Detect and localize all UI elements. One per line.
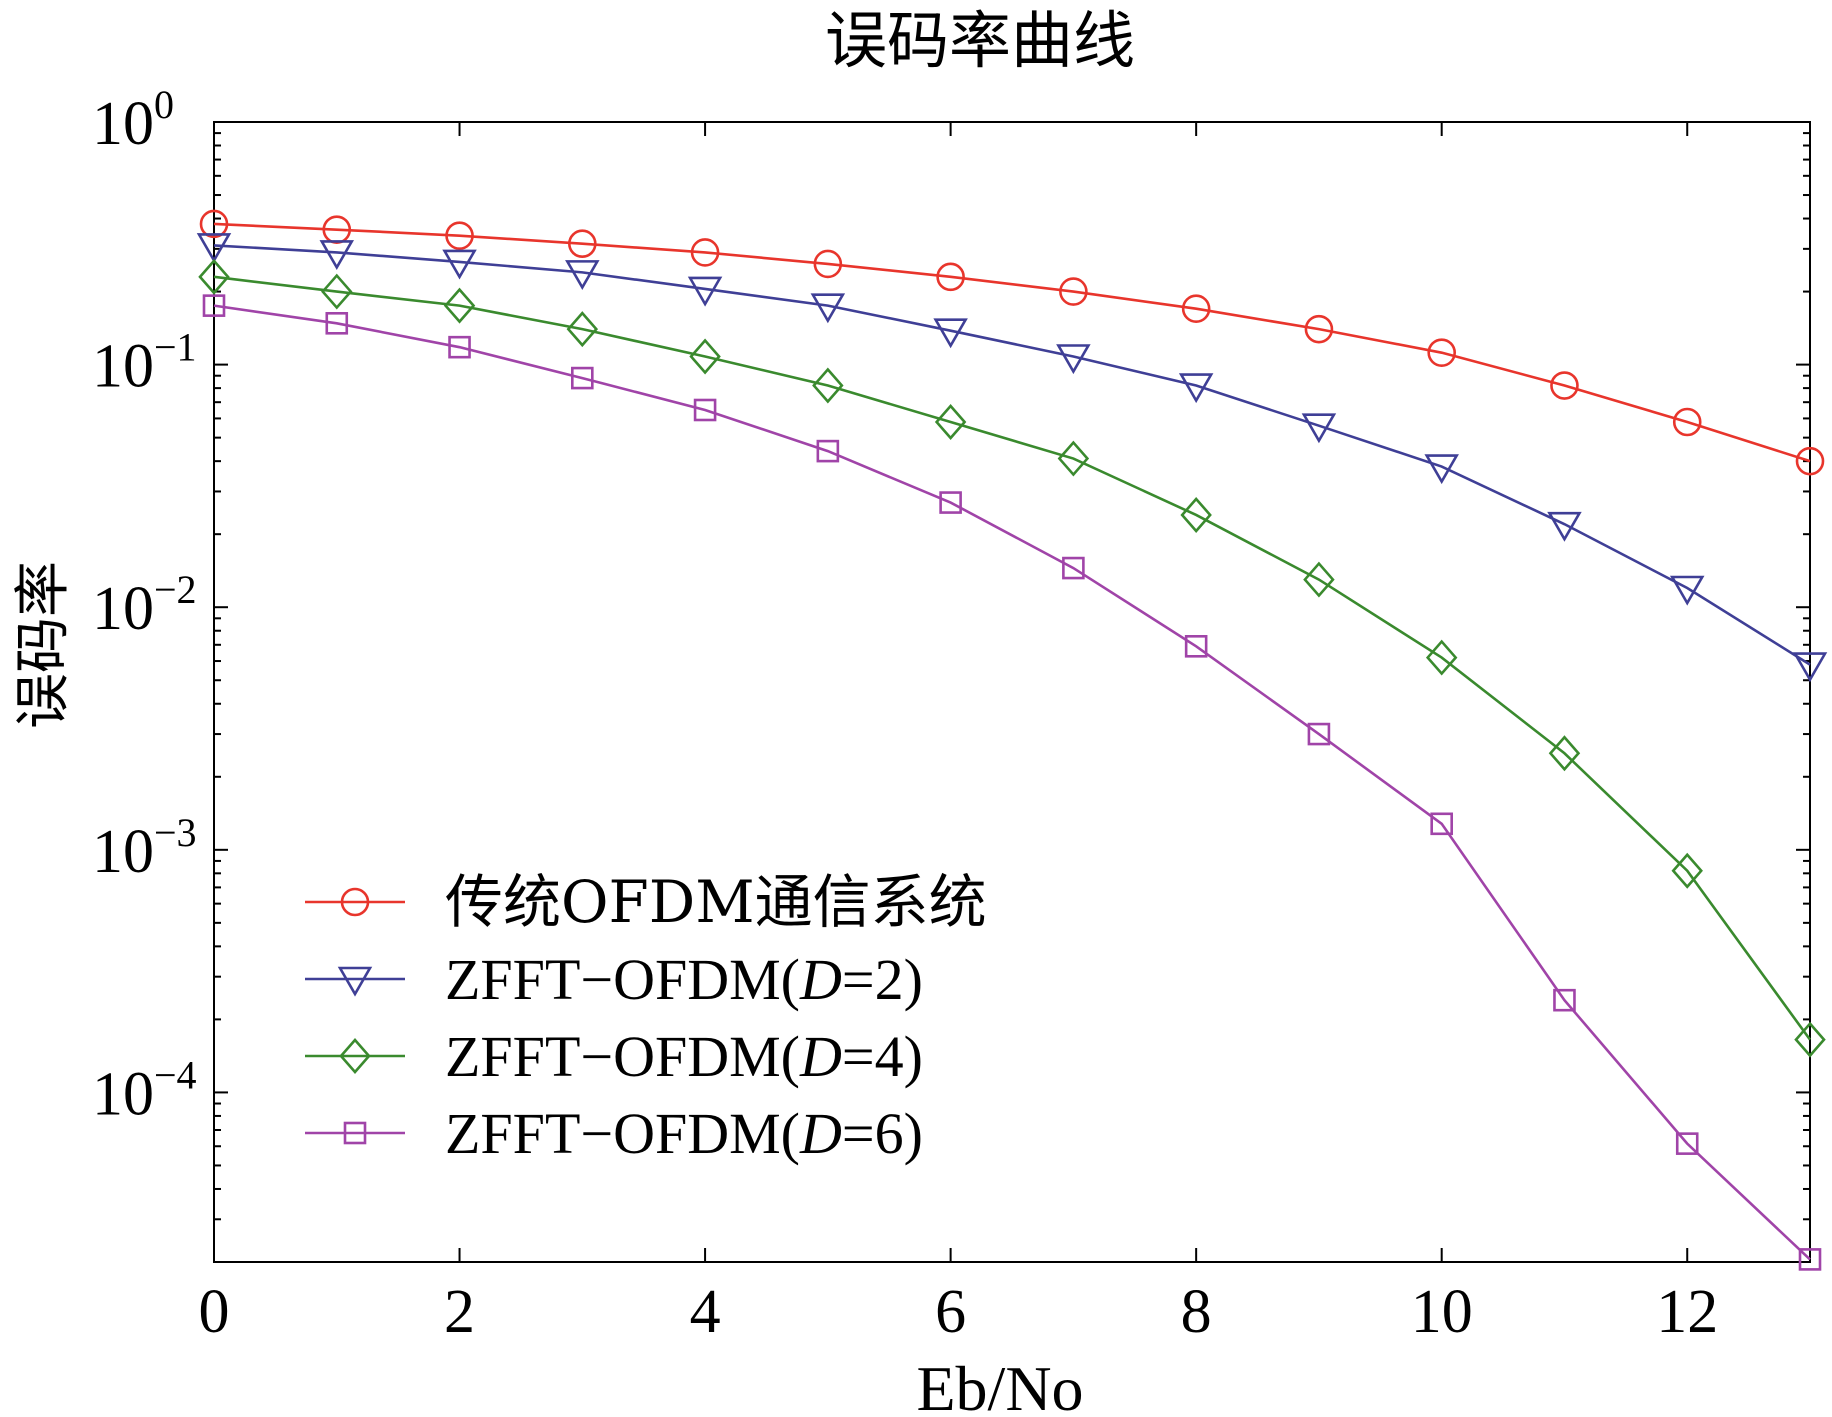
data-point-circle <box>1304 314 1334 344</box>
series-3 <box>202 294 1822 1271</box>
legend-item-2: ZFFT−OFDM(D=4) <box>305 1024 923 1089</box>
data-point-circle <box>690 238 720 267</box>
data-point-circle <box>199 209 229 239</box>
data-point-square <box>1675 1132 1699 1155</box>
data-point-square <box>571 366 594 390</box>
data-point-diamond <box>689 338 721 375</box>
data-point-circle <box>1059 277 1088 306</box>
x-tick-label: 4 <box>690 1278 721 1346</box>
data-point-square <box>1307 722 1331 746</box>
series-line <box>213 275 1812 1041</box>
data-point-diamond <box>443 287 476 324</box>
series-line <box>213 304 1811 1261</box>
data-point-circle <box>568 229 597 259</box>
data-point-diamond <box>1548 735 1581 772</box>
data-point-square <box>343 1121 367 1145</box>
legend-item-3: ZFFT−OFDM(D=6) <box>305 1101 923 1166</box>
data-point-circle <box>1672 407 1702 437</box>
data-point-triangle-down <box>1178 373 1214 404</box>
data-point-circle <box>1427 338 1456 367</box>
data-point-triangle-down <box>1424 454 1459 485</box>
data-point-triangle-down <box>196 233 232 264</box>
y-tick-label: 10−4 <box>92 1052 197 1128</box>
data-point-triangle-down <box>810 293 846 324</box>
x-tick-label: 10 <box>1411 1278 1473 1346</box>
data-point-diamond <box>1794 1021 1826 1058</box>
data-point-square <box>325 311 349 335</box>
data-point-diamond <box>198 258 230 295</box>
data-point-diamond <box>1180 496 1212 533</box>
legend-label: ZFFT−OFDM(D=4) <box>445 1024 923 1089</box>
y-tick-label: 10−3 <box>92 810 197 886</box>
series-0 <box>199 209 1825 476</box>
data-point-circle <box>1550 371 1579 400</box>
data-point-diamond <box>1425 639 1458 676</box>
legend: 传统OFDM通信系统 ZFFT−OFDM(D=2) ZFFT−OFDM(D=4) ZF… <box>305 868 987 1166</box>
data-point-triangle-down <box>319 240 355 271</box>
data-point-square <box>1553 988 1576 1012</box>
chart-title: 误码率曲线 <box>825 4 1135 77</box>
x-tick-label: 8 <box>1181 1278 1212 1346</box>
data-point-circle <box>340 887 370 917</box>
y-tick-label: 100 <box>92 82 174 158</box>
legend-label: ZFFT−OFDM(D=2) <box>445 947 923 1012</box>
x-axis-label: Eb/No <box>916 1353 1083 1417</box>
data-point-square <box>1184 635 1208 658</box>
data-point-diamond <box>321 273 353 310</box>
data-point-diamond <box>566 311 599 348</box>
series-1 <box>196 233 1828 683</box>
data-point-diamond <box>812 367 844 404</box>
legend-label: 传统OFDM通信系统 <box>445 868 987 936</box>
data-point-triangle-down <box>442 249 477 280</box>
y-tick-label: 10−1 <box>92 325 197 401</box>
y-axis-label: 误码率 <box>11 561 76 729</box>
data-point-square <box>939 491 962 514</box>
data-point-triangle-down <box>1056 344 1091 375</box>
data-point-square <box>816 439 840 463</box>
data-point-triangle-down <box>1792 652 1828 683</box>
data-point-triangle-down <box>933 318 968 349</box>
series-line <box>213 244 1811 666</box>
legend-label: ZFFT−OFDM(D=6) <box>445 1101 923 1166</box>
data-point-diamond <box>1671 852 1703 889</box>
data-point-square <box>1062 556 1085 580</box>
series-line <box>213 222 1811 463</box>
data-point-diamond <box>934 404 967 440</box>
plot-frame <box>213 121 1811 1263</box>
data-point-square <box>202 294 226 317</box>
plot-area: 0 2 4 6 8 10 12 100 10−1 10−2 10−3 10−4 <box>92 82 1828 1346</box>
series-2 <box>198 258 1826 1058</box>
x-tick-label: 2 <box>444 1278 475 1346</box>
data-point-triangle-down <box>1301 413 1337 444</box>
data-point-triangle-down <box>337 966 373 997</box>
x-tick-label: 6 <box>935 1278 966 1346</box>
data-point-diamond <box>1303 561 1335 598</box>
data-point-square <box>448 335 471 359</box>
data-point-triangle-down <box>1669 575 1705 606</box>
y-tick-label: 10−2 <box>92 567 197 643</box>
data-point-square <box>1430 812 1453 836</box>
data-point-triangle-down <box>565 260 600 290</box>
data-point-circle <box>445 221 474 250</box>
data-point-triangle-down <box>1547 511 1582 542</box>
data-point-square <box>1798 1248 1822 1271</box>
data-point-triangle-down <box>687 276 723 307</box>
legend-item-0: 传统OFDM通信系统 <box>305 868 987 936</box>
data-point-diamond <box>1057 440 1090 477</box>
x-tick-label: 0 <box>199 1278 230 1346</box>
data-point-diamond <box>339 1038 371 1074</box>
x-tick-label: 12 <box>1656 1278 1718 1346</box>
data-point-circle <box>1181 294 1211 323</box>
data-point-circle <box>813 249 843 279</box>
data-point-circle <box>1795 446 1825 476</box>
data-point-square <box>693 398 717 422</box>
data-point-circle <box>936 262 965 292</box>
legend-item-1: ZFFT−OFDM(D=2) <box>305 947 923 1012</box>
